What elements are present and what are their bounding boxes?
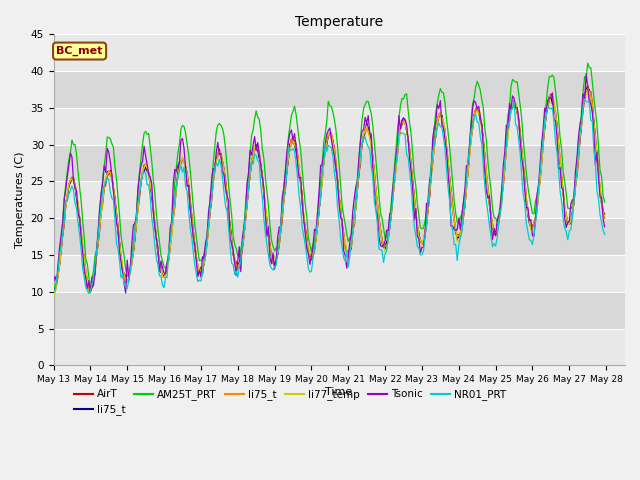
Legend: AirT, li75_t, AM25T_PRT, li75_t, li77_temp, Tsonic, NR01_PRT: AirT, li75_t, AM25T_PRT, li75_t, li77_te…: [70, 385, 510, 420]
X-axis label: Time: Time: [325, 387, 353, 397]
Bar: [54, 255, 625, 292]
Bar: [54, 71, 625, 108]
Bar: [54, 181, 625, 218]
Bar: [54, 328, 625, 365]
Bar: [54, 108, 625, 144]
Title: Temperature: Temperature: [295, 15, 383, 29]
Bar: [54, 144, 625, 181]
Bar: [54, 35, 625, 71]
Text: BC_met: BC_met: [56, 46, 103, 56]
Y-axis label: Temperatures (C): Temperatures (C): [15, 152, 25, 248]
Bar: [54, 218, 625, 255]
Bar: [54, 292, 625, 328]
